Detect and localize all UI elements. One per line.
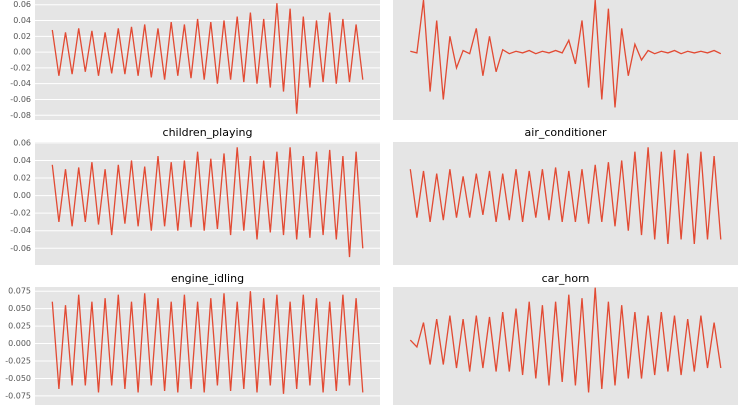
plot-background [393, 142, 738, 265]
y-tick-label: -0.050 [5, 374, 31, 383]
y-tick-label: 0.050 [8, 304, 31, 313]
subplot-title: car_horn [542, 272, 590, 285]
waveform [51, 3, 364, 114]
plot-background [35, 0, 380, 120]
y-tick-label: -0.06 [10, 244, 31, 253]
y-tick-label: -0.04 [10, 79, 31, 88]
y-tick-label: -0.04 [10, 226, 31, 235]
y-tick-label: -0.02 [10, 209, 31, 218]
waveform [409, 147, 722, 244]
y-tick-label: 0.075 [8, 287, 31, 296]
waveform [409, 287, 722, 393]
y-tick-label: 0.04 [13, 16, 31, 25]
y-tick-label: 0.00 [13, 48, 31, 57]
y-tick-label: 0.06 [13, 138, 31, 147]
waveform [51, 147, 364, 258]
subplot-title: children_playing [163, 126, 253, 139]
y-tick-label: 0.000 [8, 339, 31, 348]
y-tick-label: 0.02 [13, 174, 31, 183]
y-tick-label: -0.02 [10, 63, 31, 72]
subplot-title: engine_idling [171, 272, 244, 285]
y-tick-label: -0.075 [5, 391, 31, 400]
y-tick-label: -0.06 [10, 95, 31, 104]
y-tick-label: 0.02 [13, 32, 31, 41]
y-tick-label: 0.00 [13, 191, 31, 200]
y-tick-label: 0.04 [13, 156, 31, 165]
subplot-title: air_conditioner [525, 126, 607, 139]
y-tick-label: 0.025 [8, 322, 31, 331]
y-tick-label: -0.025 [5, 357, 31, 366]
waveform [410, 0, 722, 108]
plot-background [393, 0, 738, 120]
waveform [51, 291, 364, 394]
y-tick-label: -0.08 [10, 111, 31, 120]
y-tick-label: 0.06 [13, 0, 31, 9]
